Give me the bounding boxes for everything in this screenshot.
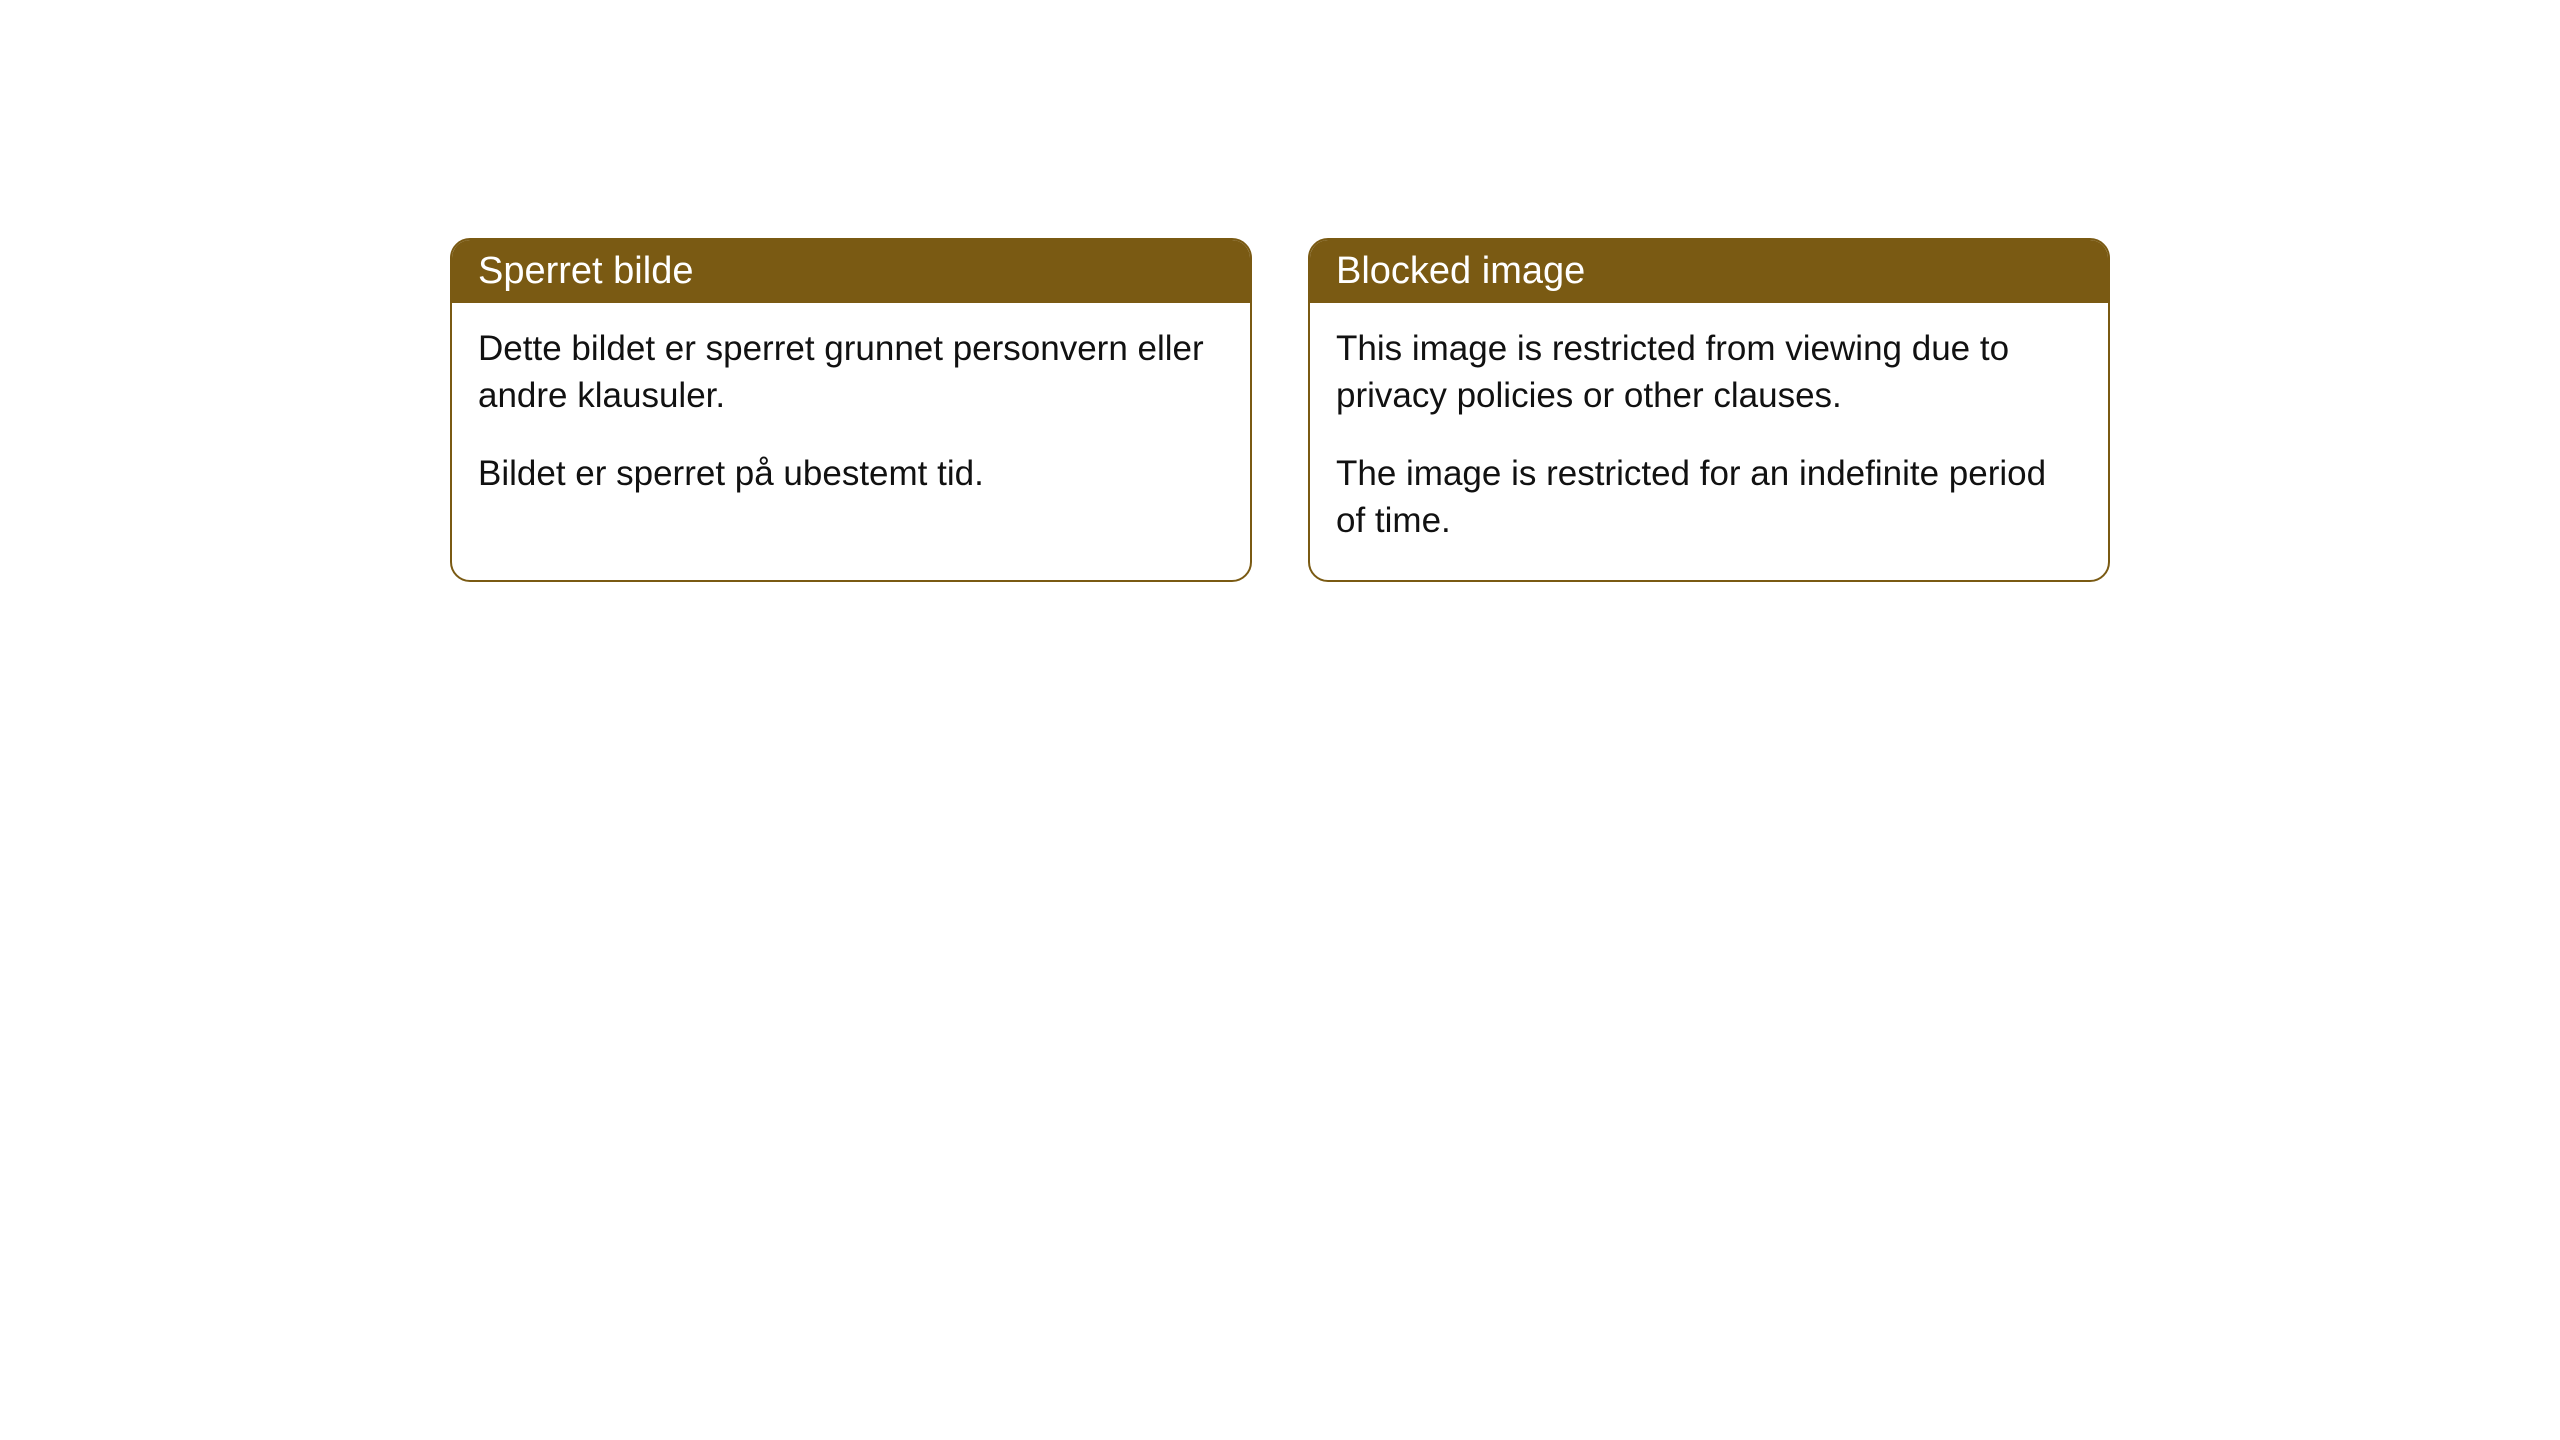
notice-body-norwegian: Dette bildet er sperret grunnet personve…	[452, 303, 1250, 533]
notice-card-english: Blocked image This image is restricted f…	[1308, 238, 2110, 582]
notice-cards-container: Sperret bilde Dette bildet er sperret gr…	[450, 238, 2110, 582]
notice-paragraph: The image is restricted for an indefinit…	[1336, 450, 2082, 545]
notice-paragraph: This image is restricted from viewing du…	[1336, 325, 2082, 420]
notice-title: Sperret bilde	[478, 250, 693, 292]
notice-body-english: This image is restricted from viewing du…	[1310, 303, 2108, 580]
notice-title: Blocked image	[1336, 250, 1585, 292]
notice-header-english: Blocked image	[1310, 240, 2108, 303]
notice-paragraph: Bildet er sperret på ubestemt tid.	[478, 450, 1224, 497]
notice-header-norwegian: Sperret bilde	[452, 240, 1250, 303]
notice-paragraph: Dette bildet er sperret grunnet personve…	[478, 325, 1224, 420]
notice-card-norwegian: Sperret bilde Dette bildet er sperret gr…	[450, 238, 1252, 582]
